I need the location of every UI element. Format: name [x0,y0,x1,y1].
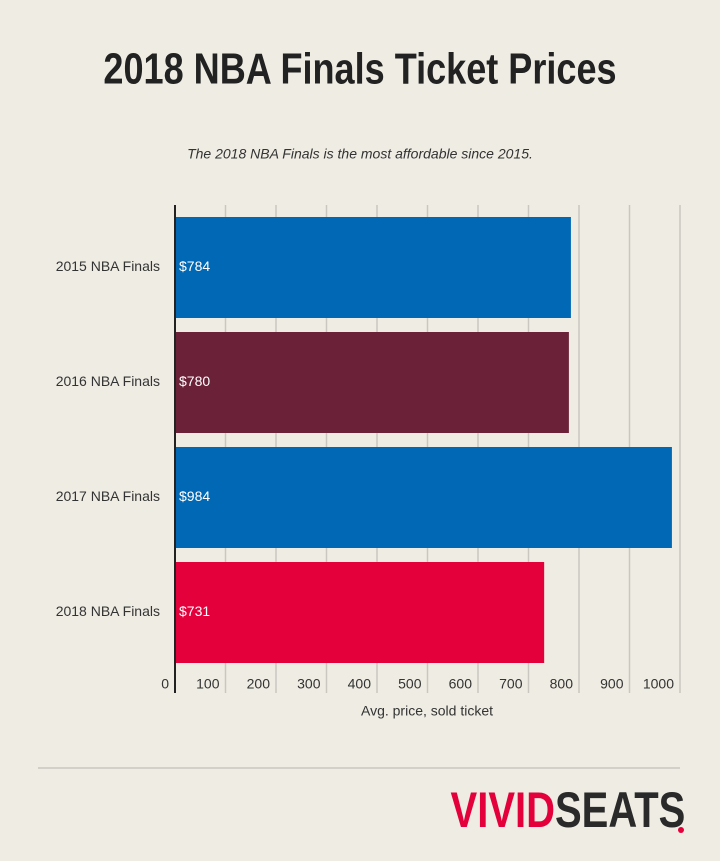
y-tick-label: 2017 NBA Finals [56,488,160,504]
bar [175,447,672,548]
x-tick-label: 300 [297,676,321,692]
x-tick-label: 1000 [643,676,674,692]
bar [175,217,571,318]
chart-subtitle: The 2018 NBA Finals is the most affordab… [187,146,533,162]
y-tick-label: 2016 NBA Finals [56,373,160,389]
value-label: $784 [179,258,210,274]
x-tick-label: 0 [161,676,169,692]
value-label: $731 [179,603,210,619]
bar [175,562,545,663]
y-tick-label: 2018 NBA Finals [56,603,160,619]
x-tick-label: 100 [196,676,220,692]
y-tick-label: 2015 NBA Finals [56,258,160,274]
x-tick-label: 600 [449,676,473,692]
x-tick-label: 400 [348,676,372,692]
logo-dot [678,827,684,833]
bar [175,332,569,433]
x-tick-label: 700 [499,676,523,692]
x-tick-label: 500 [398,676,422,692]
x-tick-label: 900 [600,676,624,692]
logo-secondary: SEATS [555,782,685,838]
value-label: $780 [179,373,210,389]
x-tick-label: 800 [550,676,574,692]
logo-primary: VIVID [451,782,555,838]
x-axis-label: Avg. price, sold ticket [361,703,493,719]
x-tick-label: 200 [247,676,271,692]
chart-title: 2018 NBA Finals Ticket Prices [103,44,616,93]
value-label: $984 [179,488,210,504]
